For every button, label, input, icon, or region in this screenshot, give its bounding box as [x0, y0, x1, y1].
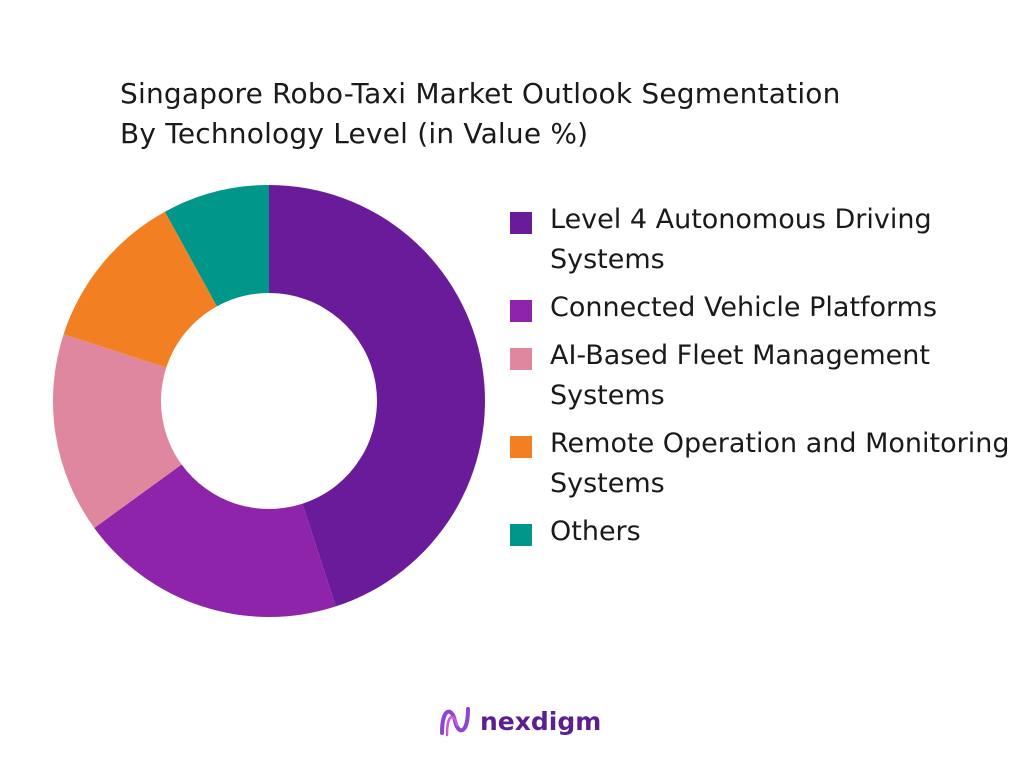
brand-logo: nexdigm — [438, 703, 601, 739]
chart-title-block: Singapore Robo-Taxi Market Outlook Segme… — [120, 74, 980, 154]
legend-swatch — [510, 436, 532, 458]
chart-legend: Level 4 Autonomous Driving Systems Connec… — [510, 200, 1010, 560]
donut-slice-4 — [164, 185, 269, 307]
legend-label: Others — [550, 516, 641, 547]
donut-slice-3 — [63, 211, 217, 368]
legend-item: Connected Vehicle Platforms — [510, 288, 1010, 328]
donut-slice-1 — [94, 464, 336, 617]
nexdigm-logo-icon — [440, 707, 470, 737]
legend-item: Level 4 Autonomous Driving Systems — [510, 200, 1010, 280]
legend-item: AI-Based Fleet Management Systems — [510, 336, 1010, 416]
legend-swatch — [510, 300, 532, 322]
legend-label: Remote Operation and Monitoring Systems — [550, 428, 1010, 499]
legend-swatch — [510, 212, 532, 234]
legend-label: Connected Vehicle Platforms — [550, 292, 938, 323]
chart-subtitle: By Technology Level (in Value %) — [120, 117, 589, 150]
legend-label: AI-Based Fleet Management Systems — [550, 340, 930, 411]
legend-swatch — [510, 524, 532, 546]
chart-title: Singapore Robo-Taxi Market Outlook Segme… — [120, 77, 841, 110]
legend-label: Level 4 Autonomous Driving Systems — [550, 204, 932, 275]
donut-slice-2 — [53, 334, 182, 528]
legend-item: Others — [510, 512, 1010, 552]
donut-chart — [53, 185, 485, 617]
legend-swatch — [510, 348, 532, 370]
legend-item: Remote Operation and Monitoring Systems — [510, 424, 1010, 504]
donut-slice-0 — [269, 185, 485, 607]
brand-name: nexdigm — [480, 706, 602, 736]
